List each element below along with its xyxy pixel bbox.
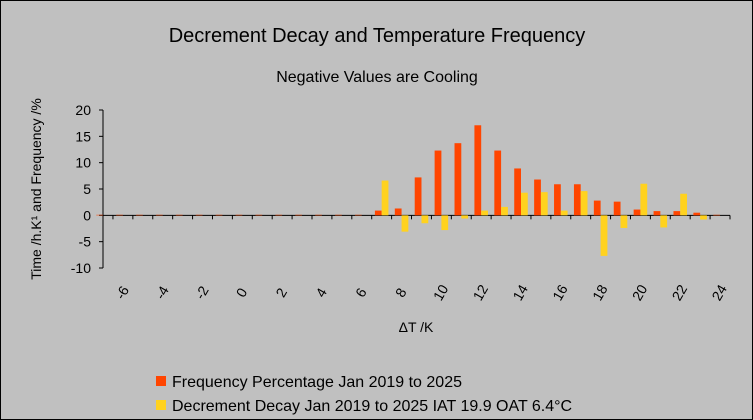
legend-label-frequency: Frequency Percentage Jan 2019 to 2025	[172, 374, 462, 391]
decrement-decay-bar	[401, 215, 409, 232]
frequency-bar	[653, 211, 661, 216]
chart-title: Decrement Decay and Temperature Frequenc…	[169, 25, 586, 47]
x-tick-label: 20	[629, 282, 651, 304]
frequency-bar	[116, 214, 123, 216]
x-tick-label: -4	[152, 283, 172, 302]
decrement-decay-bar	[700, 215, 707, 220]
decrement-decay-bar	[600, 215, 608, 256]
x-tick-label: 14	[509, 282, 531, 304]
frequency-bar	[96, 214, 103, 216]
decrement-decay-bar	[521, 192, 528, 216]
decrement-decay-bar	[481, 210, 488, 216]
x-tick-label: 8	[392, 285, 410, 300]
frequency-bar	[295, 214, 303, 216]
frequency-bar	[593, 200, 601, 216]
frequency-bar	[175, 214, 183, 216]
frequency-bar	[554, 184, 561, 216]
legend: Frequency Percentage Jan 2019 to 2025 De…	[156, 374, 572, 415]
y-tick-label: 15	[75, 128, 91, 144]
frequency-bar	[414, 177, 422, 216]
legend-swatch-decrement-decay	[156, 400, 166, 410]
decrement-decay-bar	[421, 215, 429, 224]
y-tick-label: 5	[83, 181, 91, 197]
x-tick-label: 24	[708, 282, 730, 304]
frequency-bar	[215, 214, 223, 216]
frequency-bar	[155, 214, 163, 216]
frequency-bar	[434, 150, 442, 216]
x-tick-label: -6	[112, 283, 132, 302]
decrement-decay-bar	[501, 206, 508, 216]
y-tick-label: -10	[71, 260, 91, 276]
decrement-decay-bar	[680, 193, 688, 216]
frequency-bar	[673, 211, 681, 216]
decrement-decay-bar	[381, 180, 389, 216]
x-tick-label: 12	[470, 282, 492, 304]
decrement-decay-bar	[461, 215, 469, 219]
x-tick-label: 10	[430, 282, 452, 304]
decrement-decay-bar	[560, 210, 568, 216]
decrement-decay-bar	[640, 183, 648, 216]
y-tick-label: -5	[79, 234, 92, 250]
series-0	[96, 125, 721, 216]
frequency-bar	[374, 210, 382, 216]
chart-subtitle: Negative Values are Cooling	[276, 69, 478, 86]
x-tick-label: 22	[669, 282, 691, 304]
x-tick-label: 4	[312, 285, 330, 300]
frequency-bar	[573, 184, 581, 216]
y-axis: -10 -5 0 5 10 15 20	[71, 102, 104, 276]
y-tick-label: 0	[83, 207, 91, 223]
decrement-decay-bar	[660, 215, 668, 228]
decrement-decay-bar	[580, 191, 588, 216]
frequency-bar	[494, 150, 502, 216]
x-tick-label: 2	[272, 285, 290, 300]
frequency-bar	[315, 214, 322, 216]
frequency-bar	[255, 214, 263, 216]
frequency-bar	[394, 208, 402, 216]
frequency-bar	[693, 212, 701, 216]
decrement-decay-bar	[620, 215, 628, 228]
frequency-bar	[335, 214, 342, 216]
frequency-bar	[514, 168, 521, 216]
frequency-bar	[474, 125, 482, 216]
frequency-bar	[534, 179, 541, 216]
bars	[96, 125, 721, 256]
frequency-bar	[633, 209, 641, 216]
x-axis-label: ΔT /K	[399, 319, 434, 335]
y-axis-label: Time /h.K¹ and Frequency /%	[28, 98, 44, 280]
frequency-bar	[713, 214, 721, 216]
legend-item-decrement-decay: Decrement Decay Jan 2019 to 2025 IAT 19.…	[156, 398, 572, 415]
frequency-bar	[235, 214, 243, 216]
frequency-bar	[275, 214, 283, 216]
decrement-decay-bar	[540, 192, 548, 216]
y-tick-label: 10	[75, 155, 91, 171]
y-tick-label: 20	[75, 102, 91, 118]
decrement-decay-bar	[441, 215, 449, 231]
series-1	[381, 180, 707, 256]
legend-item-frequency: Frequency Percentage Jan 2019 to 2025	[156, 374, 462, 391]
frequency-bar	[354, 214, 362, 216]
x-tick-label: 0	[233, 285, 251, 300]
legend-label-decrement-decay: Decrement Decay Jan 2019 to 2025 IAT 19.…	[172, 398, 572, 415]
frequency-bar	[613, 201, 621, 216]
x-tick-label: 18	[589, 282, 611, 304]
legend-swatch-frequency	[156, 376, 166, 386]
frequency-bar	[195, 214, 203, 216]
x-tick-label: 6	[352, 285, 370, 300]
frequency-bar	[136, 214, 143, 216]
x-tick-label: 16	[549, 282, 571, 304]
frequency-bar	[454, 143, 462, 216]
x-tick-label: -2	[192, 283, 212, 302]
